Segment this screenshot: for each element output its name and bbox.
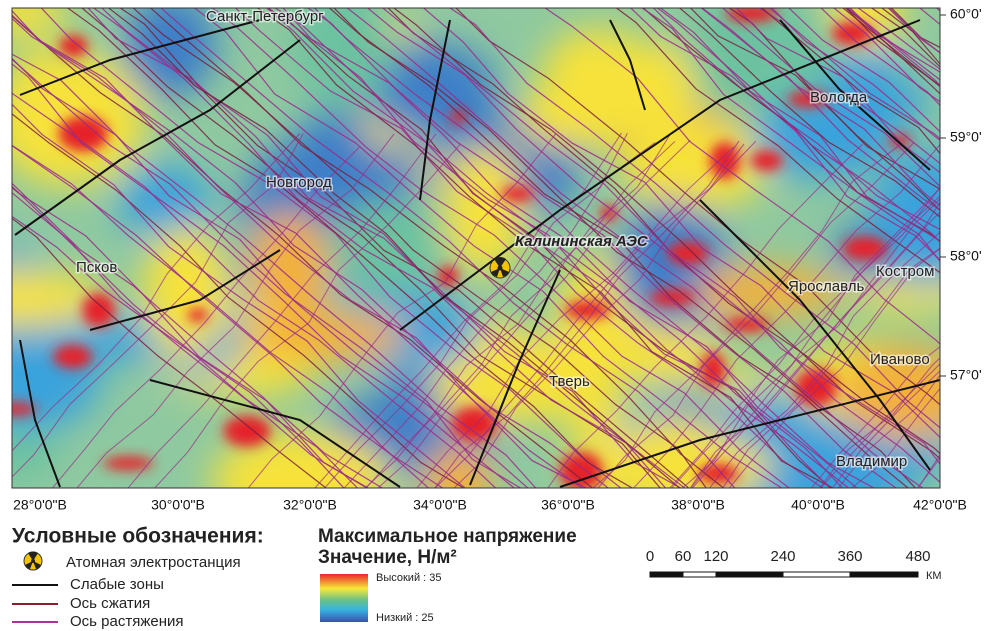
city-label: Санкт-Петербург <box>206 8 324 25</box>
lon-tick-label: 40°0'0"В <box>791 497 845 513</box>
lat-tick-label: 59°0' <box>950 129 982 145</box>
scale-tick-label: 480 <box>905 548 930 565</box>
stress-field <box>620 128 767 210</box>
scale-unit: КМ <box>926 570 942 582</box>
lon-tick-label: 30°0'0"В <box>151 497 205 513</box>
colorbar-high: Высокий : 35 <box>376 572 442 584</box>
lat-tick-label: 57°0' <box>950 367 982 383</box>
legend-title: Условные обозначения: <box>12 525 264 548</box>
stress-peak <box>103 457 153 471</box>
city-label: Тверь <box>549 373 590 390</box>
stress-axis <box>937 136 992 500</box>
stress-peak <box>58 116 108 152</box>
lat-tick-label: 58°0' <box>950 248 982 264</box>
legend-item: Слабые зоны <box>70 576 164 593</box>
scale-tick-label: 360 <box>837 548 862 565</box>
stress-peak <box>223 416 270 447</box>
legend-item: Ось растяжения <box>70 613 184 630</box>
scale-segment <box>783 572 850 577</box>
colorbar <box>320 574 368 622</box>
scale-tick-label: 120 <box>703 548 728 565</box>
scale-tick-label: 60 <box>675 548 692 565</box>
lon-tick-label: 36°0'0"В <box>541 497 595 513</box>
scale-segment <box>716 572 783 577</box>
scale-bar: 0 60 120 240 360 480 <box>646 548 931 577</box>
city-label: Новгород <box>266 174 332 191</box>
legend-item: Атомная электростанция <box>66 554 241 571</box>
stress-peak <box>82 293 115 328</box>
scale-segment <box>850 572 918 577</box>
colorbar-title: Максимальное напряжение <box>318 526 577 547</box>
stress-peak <box>53 345 92 369</box>
stress-peak <box>565 301 610 320</box>
plant-label: Калининская АЭС <box>515 233 649 250</box>
scale-segment <box>650 572 683 577</box>
map-figure: Санкт-Петербург Новгород Псков Вологда Яросл… <box>0 0 992 631</box>
stress-peak <box>751 150 784 170</box>
stress-peak <box>187 308 208 321</box>
scale-segment <box>683 572 716 577</box>
city-label: Псков <box>76 259 117 276</box>
city-label: Костром <box>876 263 934 280</box>
stress-field <box>142 226 230 356</box>
colorbar-subtitle: Значение, Н/м² <box>318 547 457 568</box>
city-label: Вологда <box>810 89 868 106</box>
lon-tick-label: 28°0'0"В <box>13 497 67 513</box>
lon-tick-label: 34°0'0"В <box>413 497 467 513</box>
page: Санкт-Петербург Новгород Псков Вологда Яросл… <box>0 0 992 631</box>
city-label: Иваново <box>870 351 930 368</box>
lat-tick-label: 60°0' <box>950 6 982 22</box>
lon-tick-label: 32°0'0"В <box>283 497 337 513</box>
legend-item: Ось сжатия <box>70 595 150 612</box>
city-label: Владимир <box>836 453 907 470</box>
colorbar-low: Низкий : 25 <box>376 612 434 624</box>
scale-tick-label: 240 <box>770 548 795 565</box>
stress-field <box>516 83 646 148</box>
city-label: Ярославль <box>788 278 864 295</box>
stress-peak <box>726 5 778 23</box>
scale-tick-label: 0 <box>646 548 654 565</box>
legend-plant-icon <box>24 551 42 570</box>
lon-tick-label: 38°0'0"В <box>671 497 725 513</box>
lon-tick-label: 42°0'0"В <box>913 497 967 513</box>
